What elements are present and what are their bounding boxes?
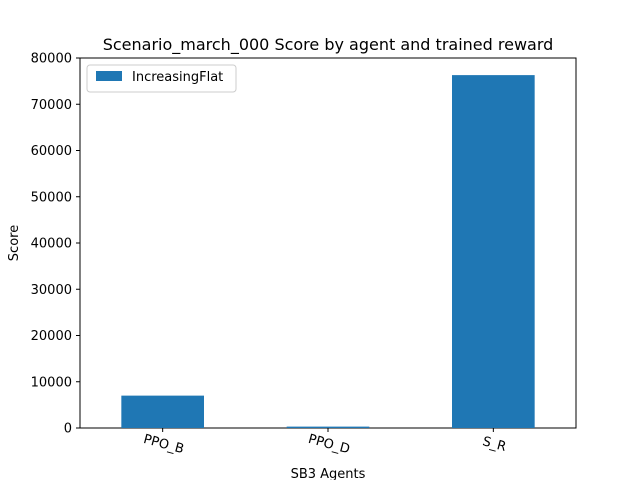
x-tick-label: PPO_B bbox=[142, 432, 186, 457]
plot-area bbox=[79, 57, 577, 429]
y-axis-title: Score bbox=[7, 225, 22, 261]
y-tick-label: 40000 bbox=[31, 237, 72, 252]
legend-swatch bbox=[96, 71, 122, 81]
legend-frame bbox=[86, 64, 237, 93]
y-tick-label: 30000 bbox=[31, 283, 72, 298]
x-axis: PPO_B PPO_D S_R bbox=[142, 428, 508, 457]
y-tick-label: 20000 bbox=[31, 329, 72, 344]
bar-ppo-b bbox=[121, 395, 204, 428]
y-axis: 0 10000 20000 30000 40000 50000 60000 70000 8000… bbox=[31, 52, 80, 437]
bar-series bbox=[121, 75, 535, 429]
x-axis-title: SB3 Agents bbox=[291, 467, 366, 480]
chart-title: Scenario_march_000 Score by agent and tr… bbox=[103, 35, 554, 55]
x-tick-label: PPO_D bbox=[306, 432, 351, 457]
y-tick-label: 10000 bbox=[31, 375, 72, 390]
y-tick-label: 80000 bbox=[31, 52, 72, 67]
legend: IncreasingFlat bbox=[86, 64, 237, 93]
y-tick-label: 60000 bbox=[31, 144, 72, 159]
y-tick-label: 0 bbox=[64, 422, 72, 437]
bar-ppo-d bbox=[286, 426, 370, 428]
bar-s-r bbox=[452, 75, 535, 429]
y-tick-label: 50000 bbox=[31, 190, 72, 205]
y-tick-label: 70000 bbox=[31, 98, 72, 113]
x-tick-label: S_R bbox=[481, 434, 508, 455]
legend-label: IncreasingFlat bbox=[132, 70, 223, 85]
